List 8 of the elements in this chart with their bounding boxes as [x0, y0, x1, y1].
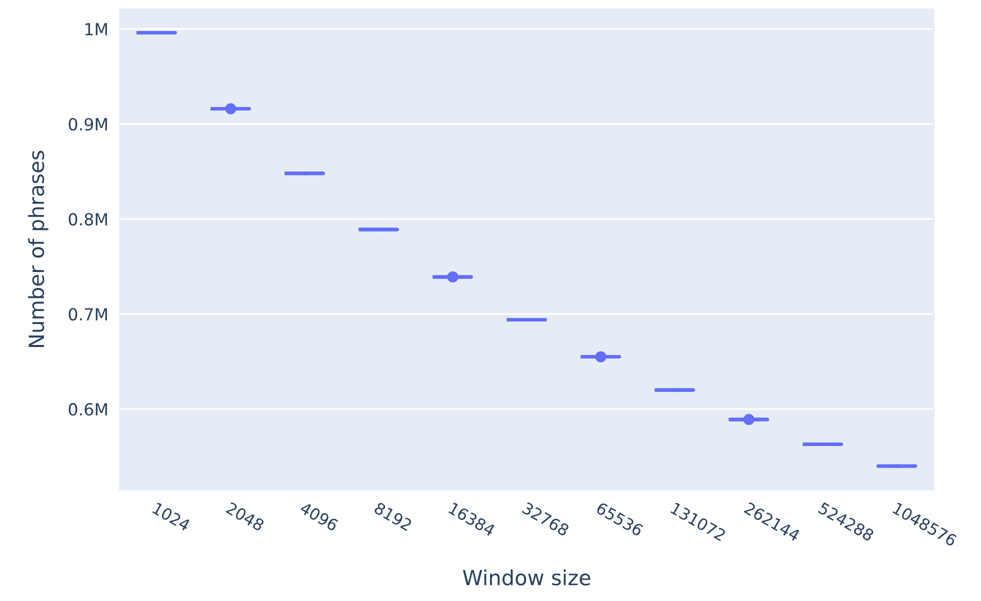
y-axis-title: Number of phrases [28, 150, 48, 348]
y-tick-label: 0.9M [68, 118, 107, 131]
y-tick-label: 0.7M [68, 308, 107, 321]
y-tick-label: 1M [85, 23, 107, 36]
y-tick-label: 0.8M [68, 212, 107, 226]
x-axis-title: Window size [462, 569, 590, 586]
y-tick-label: 0.6M [68, 403, 107, 416]
x-tick-label: 4096 [299, 502, 339, 532]
